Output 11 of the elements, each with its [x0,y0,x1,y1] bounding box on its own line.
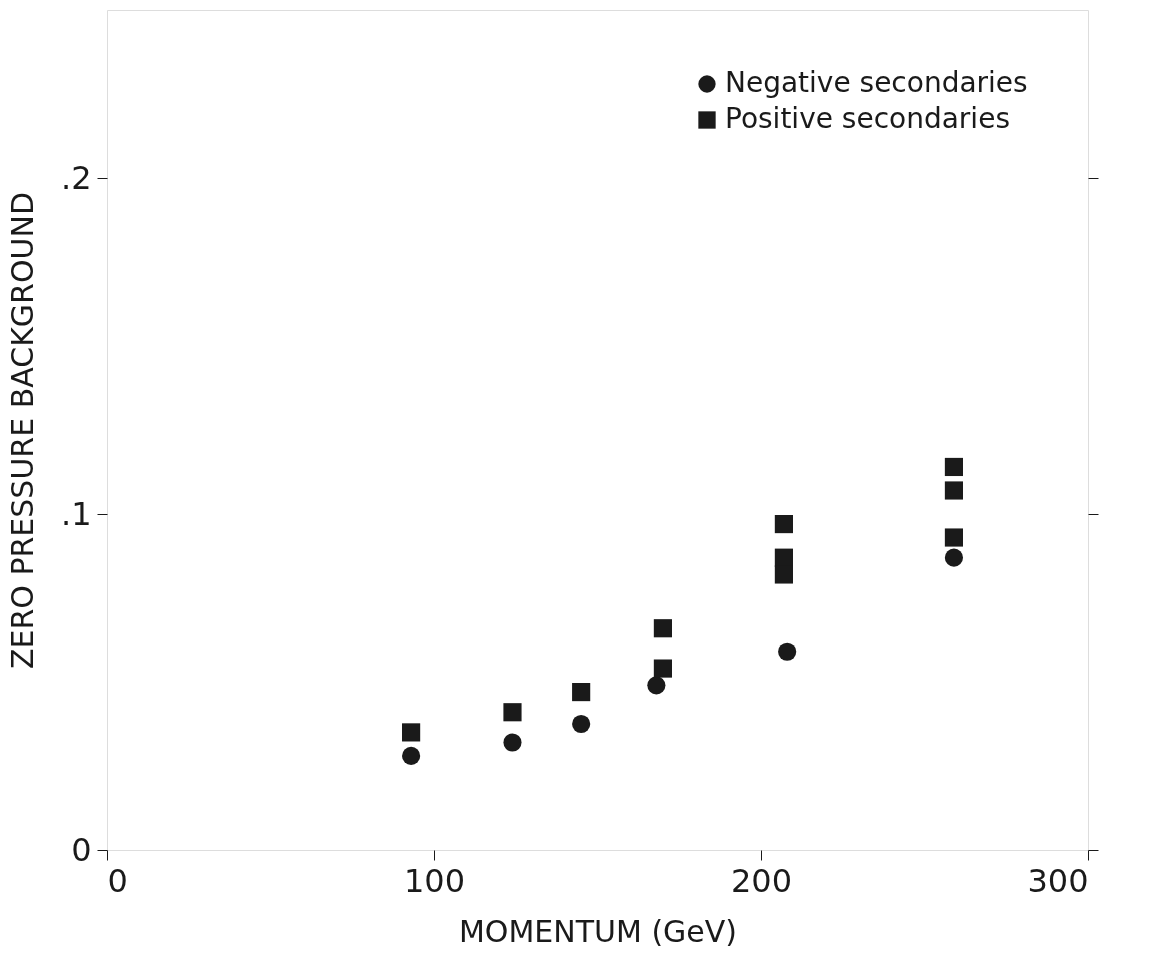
y-tick-label: 0 [71,830,92,869]
x-axis-title: MOMENTUM (GeV) [458,913,738,949]
y-tick-label: .1 [60,494,92,533]
x-tick-label: 200 [730,861,793,900]
legend-label: Positive secondaries [725,102,1010,135]
x-tick-label: 0 [107,861,128,900]
x-tick-label: 100 [403,861,466,900]
x-tick-label: 300 [1027,861,1089,900]
y-axis-title: ZERO PRESSURE BACKGROUND [4,191,40,670]
legend-label: Negative secondaries [725,66,1028,99]
y-tick-label: .2 [60,158,92,197]
